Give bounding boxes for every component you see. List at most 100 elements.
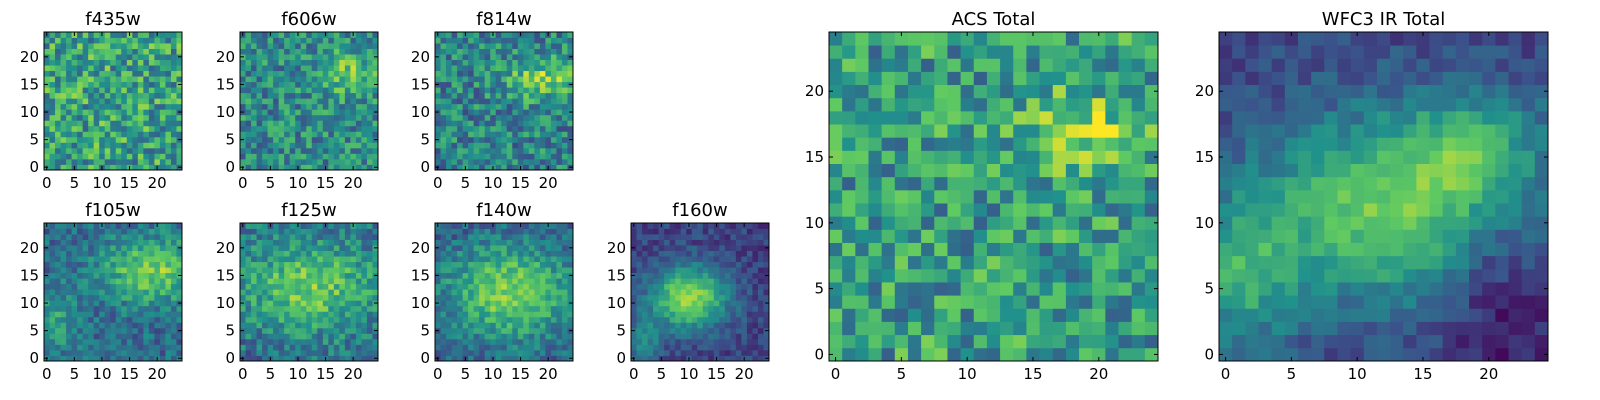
heatmap-cell (495, 327, 502, 334)
heatmap-cell (278, 311, 285, 318)
heatmap-cell (440, 32, 447, 38)
heatmap-cell (148, 305, 155, 312)
heatmap-cell (148, 294, 155, 301)
heatmap-cell (104, 355, 111, 362)
heatmap-cell (730, 245, 737, 251)
heatmap-cell (724, 289, 731, 296)
heatmap-cell (273, 125, 280, 132)
heatmap-cell (295, 43, 302, 49)
heatmap-cell (664, 223, 671, 229)
heatmap-cell (339, 92, 346, 99)
heatmap-cell (126, 147, 133, 154)
heatmap-cell (512, 355, 519, 362)
heatmap-cell (647, 349, 654, 356)
y-tick-label: 5 (420, 131, 430, 149)
heatmap-cell (88, 261, 95, 268)
heatmap-cell (636, 283, 643, 290)
heatmap-cell (93, 223, 100, 229)
heatmap-cell (1118, 347, 1133, 362)
heatmap-cell (686, 316, 693, 323)
heatmap-cell (479, 125, 486, 132)
heatmap-cell (262, 147, 268, 154)
heatmap-cell (267, 37, 274, 44)
heatmap-cell (528, 245, 535, 251)
heatmap-cell (366, 76, 373, 83)
heatmap-cell (110, 54, 117, 60)
heatmap-cell (49, 267, 56, 274)
heatmap-cell (484, 43, 491, 49)
heatmap-cell (490, 267, 497, 274)
heatmap-cell (468, 147, 475, 154)
heatmap-cell (561, 294, 568, 301)
heatmap-cell (468, 120, 475, 127)
heatmap-cell (440, 316, 447, 323)
heatmap-cell (561, 147, 568, 154)
heatmap-cell (300, 81, 307, 88)
heatmap-cell (855, 176, 869, 191)
heatmap-cell (361, 316, 368, 323)
heatmap-cell (512, 164, 519, 171)
heatmap-cell (691, 278, 698, 285)
heatmap-cell (702, 245, 709, 251)
heatmap-cell (556, 283, 563, 290)
heatmap-cell (154, 109, 161, 116)
heatmap-cell (339, 300, 346, 307)
heatmap-cell (462, 92, 469, 99)
heatmap-cell (517, 54, 524, 60)
heatmap-cell (165, 278, 172, 285)
heatmap-cell (355, 164, 362, 171)
heatmap-cell (1039, 150, 1054, 164)
heatmap-cell (99, 278, 106, 285)
heatmap-cell (99, 70, 106, 77)
heatmap-cell (366, 87, 373, 94)
heatmap-cell (490, 316, 497, 323)
heatmap-cell (986, 203, 1001, 217)
heatmap-cell (653, 305, 659, 312)
heatmap-cell (71, 142, 78, 149)
heatmap-cell (451, 344, 458, 351)
heatmap-cell (273, 65, 280, 72)
heatmap-cell (435, 147, 441, 154)
heatmap-cell (468, 294, 475, 301)
heatmap-cell (484, 267, 491, 274)
x-tick-label: 0 (433, 365, 443, 383)
heatmap-cell (165, 120, 172, 127)
heatmap-cell (468, 283, 475, 290)
heatmap-cell (333, 32, 340, 38)
heatmap-cell (132, 65, 139, 72)
heatmap-cell (680, 305, 687, 312)
heatmap-cell (295, 333, 302, 340)
heatmap-cell (159, 272, 166, 279)
heatmap-cell (501, 81, 508, 88)
heatmap-cell (451, 114, 458, 121)
heatmap-cell (99, 158, 106, 165)
heatmap-cell (165, 147, 172, 154)
heatmap-cell (311, 125, 318, 132)
heatmap-cell (126, 59, 133, 66)
heatmap-cell (137, 267, 144, 274)
heatmap-cell (284, 131, 291, 138)
heatmap-cell (154, 349, 161, 356)
heatmap-cell (295, 311, 302, 318)
heatmap-cell (55, 294, 61, 301)
heatmap-cell (468, 87, 475, 94)
heatmap-cell (82, 234, 89, 240)
heatmap-cell (121, 228, 128, 235)
heatmap-cell (71, 228, 78, 235)
heatmap-cell (170, 289, 177, 296)
heatmap-cell (534, 153, 541, 160)
heatmap-cell (82, 316, 89, 323)
heatmap-cell (724, 344, 731, 351)
heatmap-cell (495, 114, 502, 121)
heatmap-cell (148, 289, 155, 296)
heatmap-cell (60, 234, 67, 240)
heatmap-cell (306, 278, 313, 285)
heatmap-cell (317, 164, 324, 171)
heatmap-cell (561, 267, 568, 274)
heatmap-cell (344, 311, 351, 318)
heatmap-cell (366, 223, 373, 229)
heatmap-cell (165, 311, 172, 318)
heatmap-cell (159, 322, 166, 329)
heatmap-cell (126, 81, 133, 88)
